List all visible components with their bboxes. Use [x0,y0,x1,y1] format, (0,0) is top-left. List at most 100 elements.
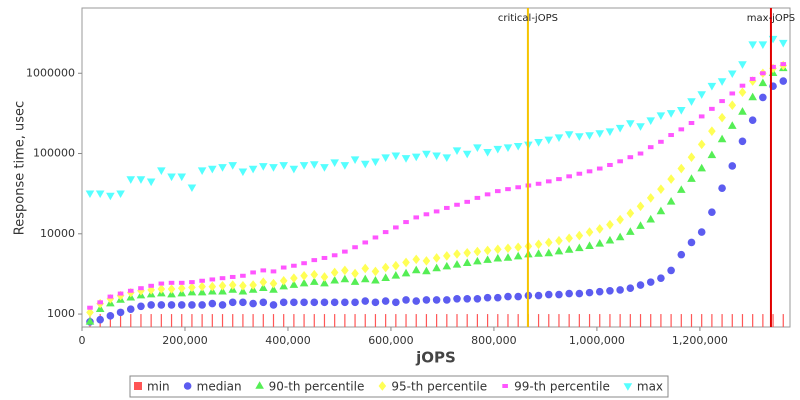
point [422,296,431,304]
point [537,314,540,327]
point [320,164,329,172]
legend-label: max [637,380,663,394]
point [218,280,227,291]
legend-marker [134,382,142,390]
y-axis-title: Response time, usec [13,101,28,235]
point [209,277,216,282]
point [126,176,136,184]
point [535,181,542,186]
point [198,301,206,309]
point [493,244,502,255]
point [585,288,594,297]
point [401,155,411,163]
legend-box [129,375,669,398]
point [425,314,428,327]
legend-marker [502,384,508,388]
point [252,314,254,327]
point [330,275,339,284]
point [473,294,482,303]
point [320,272,329,282]
point [656,206,666,215]
point [167,173,176,182]
point [361,263,370,274]
point [729,91,736,96]
point [146,178,156,187]
point [300,270,308,281]
point [321,255,328,260]
legend-label: min [147,380,170,394]
point [412,297,421,305]
point [534,138,543,147]
point [483,293,492,302]
point [507,314,509,327]
point [413,215,420,220]
point [534,239,543,250]
point [554,246,564,255]
point [493,293,502,302]
point [626,120,635,128]
point [503,144,513,152]
point [269,164,278,172]
point [371,275,380,284]
point [269,278,278,289]
point [588,314,591,327]
point [548,314,550,327]
point [170,314,173,327]
point [340,162,350,170]
point [422,150,431,159]
point [432,253,441,263]
point [423,212,430,217]
point [320,298,329,307]
point [575,230,584,241]
point [260,268,267,273]
point [116,308,125,317]
point [157,167,166,175]
point [748,116,757,125]
point [566,174,572,179]
point [707,150,717,159]
point [697,228,706,236]
point [687,174,696,182]
point [609,314,611,327]
point [759,93,767,102]
point [626,284,635,292]
point [219,276,226,281]
point [564,131,574,139]
point [585,227,594,237]
point [391,152,401,161]
point [228,162,238,170]
point [119,314,122,327]
point [687,238,696,247]
point [718,112,726,123]
point [342,249,348,254]
point [130,314,132,327]
point [381,273,390,281]
y-tick-label: 10000 [40,227,75,240]
point [248,165,258,174]
y-tick-label: 1000 [47,307,75,320]
point [330,298,339,307]
point [728,162,737,170]
point [303,314,305,327]
point [474,195,481,200]
point [721,314,723,327]
point [606,286,614,295]
point [556,177,562,182]
point [310,269,319,280]
point [167,301,176,309]
point [106,312,115,320]
point [187,184,197,193]
point [199,278,205,283]
point [453,294,461,303]
point [688,121,695,126]
point [249,299,257,308]
point [300,298,308,307]
point [167,284,176,294]
point [687,152,696,162]
point [402,296,410,304]
point [568,314,570,327]
point [188,282,196,293]
point [228,298,237,307]
point [422,266,431,275]
